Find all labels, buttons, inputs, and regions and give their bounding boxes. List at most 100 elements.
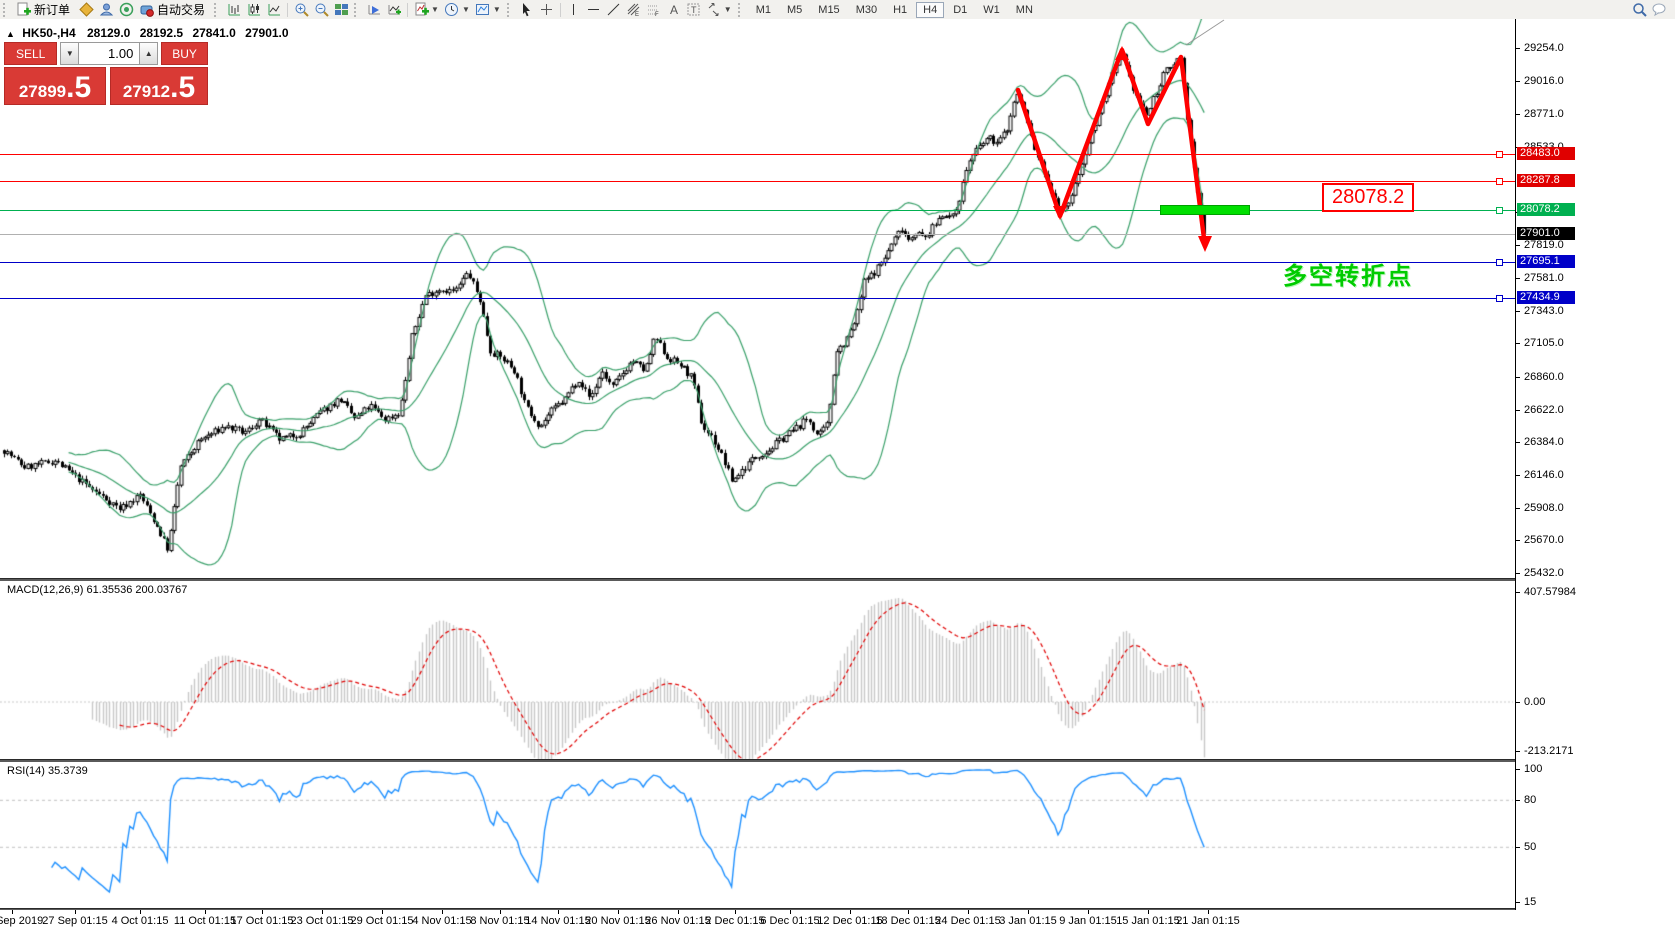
periods-icon[interactable] [442,1,462,18]
date-tick [678,910,679,914]
timeframe-button-d1[interactable]: D1 [953,3,968,16]
timeframe-button-w1[interactable]: W1 [983,3,1000,16]
axis-tick [1516,343,1520,345]
pane-divider[interactable] [0,578,1675,581]
buy-button[interactable]: BUY [161,42,208,65]
date-tick [850,910,851,914]
level-anchor-marker[interactable] [1496,151,1503,158]
date-label: 18 Dec 01:15 [875,915,941,927]
axis-tick [1516,902,1520,904]
templates-dropdown-caret[interactable]: ▼ [492,5,501,14]
current-price-line[interactable] [0,234,1515,235]
volume-input[interactable]: 1.00 [79,42,140,65]
timeframe-button-m30[interactable]: M30 [855,3,878,16]
timeframe-button-h1[interactable]: H1 [893,3,908,16]
timeframe-button-m1[interactable]: M1 [755,3,771,16]
search-icon[interactable] [1629,1,1649,18]
zoom-out-icon[interactable] [311,1,331,18]
axis-price-label: 26622.0 [1524,403,1564,416]
date-tick [382,910,383,914]
strategy-tester-icon[interactable] [364,1,384,18]
volume-decrease-button[interactable]: ▼ [60,42,80,65]
autotrading-icon[interactable] [136,1,156,18]
text-label-icon[interactable]: T [684,1,704,18]
arrow-down-icon [1198,236,1212,252]
new-order-icon[interactable] [13,1,33,18]
date-label: 29 Oct 01:15 [350,915,414,927]
cursor-icon[interactable] [517,1,537,18]
axis-price-label: 27343.0 [1524,304,1564,317]
svg-text:A: A [670,3,678,17]
candlestick-chart-icon[interactable] [244,1,264,18]
axis-price-label: 26384.0 [1524,436,1564,449]
rsi-pane-canvas[interactable] [0,761,1515,908]
axis-tick [1516,573,1520,574]
green-highlight-bar[interactable] [1160,205,1250,215]
sell-price-pips: .5 [66,71,92,104]
level-anchor-marker[interactable] [1496,178,1503,185]
channel-icon[interactable]: F [644,1,664,18]
collapse-arrow-icon[interactable]: ▲ [6,29,15,39]
turning-point-annotation[interactable]: 多空转折点 [1283,263,1413,290]
macd-pane-canvas[interactable] [0,580,1515,759]
horizontal-level-line[interactable] [0,298,1515,299]
date-tick [12,910,13,914]
new-chart-icon[interactable] [384,1,404,18]
trend-annotation-svg [1015,19,1225,252]
navigator-icon[interactable] [96,1,116,18]
timeframe-button-m5[interactable]: M5 [787,3,803,16]
buy-price-display[interactable]: 27912.5 [110,67,208,105]
horizontal-level-line[interactable] [0,154,1515,155]
date-tick [908,910,909,914]
date-label: 17 Oct 01:15 [230,915,294,927]
axis-tick [1516,474,1520,476]
trendline-icon[interactable] [604,1,624,18]
level-anchor-marker[interactable] [1496,259,1503,266]
bar-chart-icon[interactable] [224,1,244,18]
ohlc-low: 27841.0 [192,26,236,40]
pane-divider[interactable] [0,759,1675,762]
fibonacci-icon[interactable]: E [624,1,644,18]
line-chart-icon[interactable] [264,1,284,18]
date-label: 6 Dec 01:15 [760,915,820,927]
crosshair-icon[interactable] [537,1,557,18]
rsi-level-label: 15 [1524,896,1537,909]
arrows-dropdown-caret[interactable]: ▼ [723,5,732,14]
level-anchor-marker[interactable] [1496,295,1503,302]
tile-windows-icon[interactable] [331,1,351,18]
pane-divider[interactable] [0,908,1675,911]
timeframe-button-m15[interactable]: M15 [818,3,840,16]
horizontal-level-line[interactable] [0,210,1515,211]
new-order-label[interactable]: 新订单 [34,3,71,17]
horizontal-level-line[interactable] [0,181,1515,182]
horizontal-line-icon[interactable] [584,1,604,18]
level-anchor-marker[interactable] [1496,207,1503,214]
axis-tick [1516,847,1520,849]
axis-tick [1516,540,1520,542]
sell-button[interactable]: SELL [4,42,58,65]
horizontal-level-line[interactable] [0,262,1515,263]
trendline-segment[interactable] [1185,19,1225,46]
timeframe-button-mn[interactable]: MN [1015,3,1033,16]
signals-icon[interactable] [116,1,136,18]
date-tick [968,910,969,914]
periods-dropdown-caret[interactable]: ▼ [461,5,470,14]
arrow-up-icon [1115,46,1129,60]
price-callout-label[interactable]: 28078.2 [1322,183,1415,212]
text-icon[interactable]: A [664,1,684,18]
market-watch-icon[interactable] [76,1,96,18]
volume-increase-button[interactable]: ▲ [139,42,159,65]
red-zigzag-annotation[interactable] [1015,47,1208,249]
arrows-icon[interactable] [704,1,724,18]
sell-price-display[interactable]: 27899.5 [4,67,106,105]
autotrading-label[interactable]: 自动交易 [157,3,206,17]
chat-icon[interactable] [1649,1,1669,18]
indicators-dropdown-caret[interactable]: ▼ [431,5,439,14]
svg-text:E: E [635,12,639,17]
zoom-in-icon[interactable] [291,1,311,18]
vertical-line-icon[interactable] [564,1,584,18]
templates-icon[interactable] [473,1,493,18]
indicators-icon[interactable] [411,1,431,18]
toolbar-separator [559,2,561,17]
timeframe-button-h4[interactable]: H4 [916,1,945,18]
